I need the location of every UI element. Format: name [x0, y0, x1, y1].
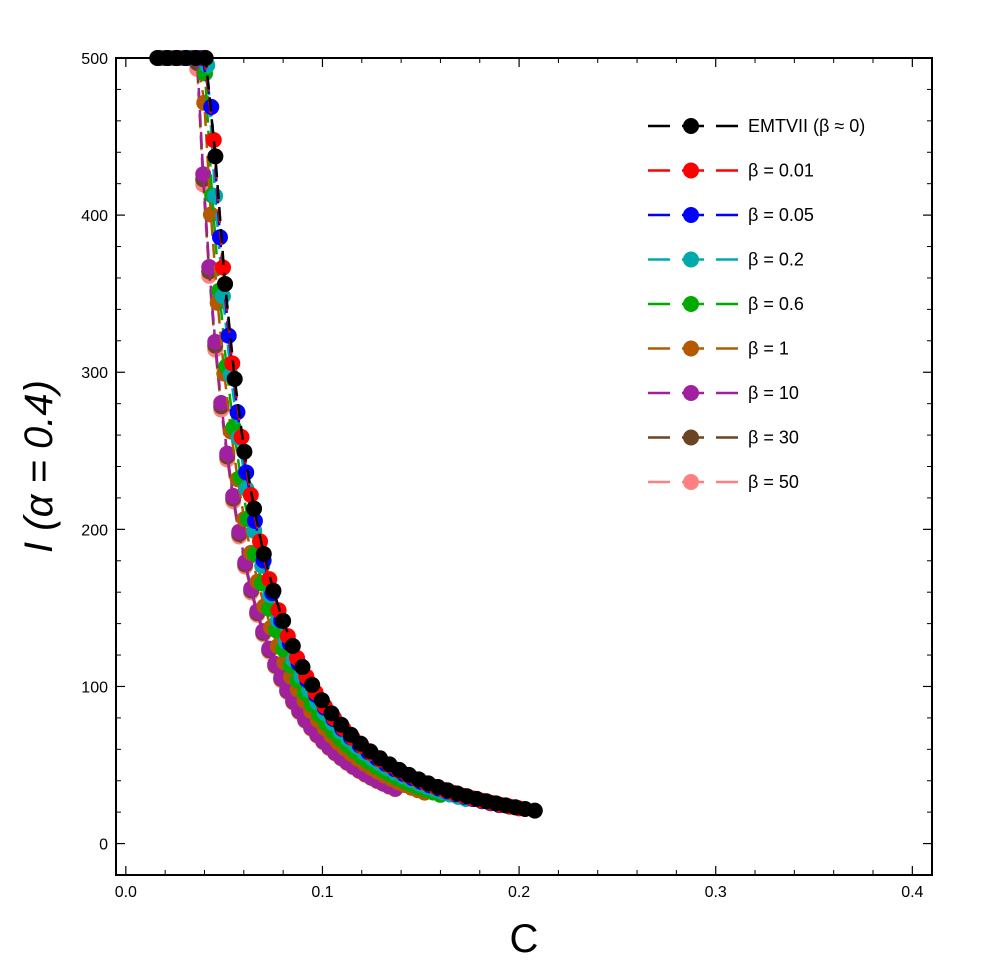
y-tick-label: 400 — [81, 208, 108, 225]
series — [153, 50, 404, 797]
legend-label: EMTVII (β ≈ 0) — [748, 116, 865, 136]
legend-label: β = 1 — [748, 339, 789, 359]
data-point — [236, 443, 253, 460]
data-point — [304, 676, 321, 693]
x-tick-label: 0.4 — [901, 884, 923, 901]
legend-label: β = 0.6 — [748, 294, 804, 314]
data-point — [217, 275, 234, 292]
data-point — [294, 659, 311, 676]
series — [156, 50, 433, 801]
data-point — [323, 705, 340, 722]
x-tick-label: 0.3 — [705, 884, 727, 901]
legend-entry: β = 0.01 — [648, 161, 814, 181]
data-point — [255, 546, 272, 563]
data-point — [313, 692, 330, 709]
series-layer — [149, 50, 543, 819]
legend-entry: EMTVII (β ≈ 0) — [648, 116, 865, 136]
x-tick-label: 0.2 — [508, 884, 530, 901]
legend-entry: β = 1 — [648, 339, 789, 359]
legend-marker — [683, 251, 699, 268]
data-point — [231, 523, 248, 540]
data-point — [215, 259, 232, 276]
x-axis-title: C — [510, 917, 539, 961]
y-tick-label: 500 — [81, 51, 108, 68]
y-tick-label: 300 — [81, 365, 108, 382]
y-tick-label: 100 — [81, 679, 108, 696]
data-point — [225, 487, 242, 504]
legend-entry: β = 0.2 — [648, 250, 804, 270]
data-point — [205, 131, 222, 148]
data-point — [213, 394, 230, 411]
x-tick-label: 0.0 — [115, 884, 137, 901]
y-tick-label: 0 — [99, 837, 108, 854]
data-point — [333, 716, 350, 733]
legend-label: β = 30 — [748, 428, 799, 448]
legend-marker — [683, 118, 699, 134]
data-point — [284, 637, 301, 654]
legend-marker — [683, 296, 699, 312]
y-tick-label: 200 — [81, 522, 108, 539]
data-point — [246, 500, 263, 517]
data-point — [220, 327, 237, 344]
legend-entry: β = 10 — [648, 383, 799, 403]
legend-entry: β = 0.05 — [648, 205, 814, 225]
legend-label: β = 50 — [748, 472, 799, 492]
legend: EMTVII (β ≈ 0) β = 0.01 β = 0.05 β = 0.2 β =… — [648, 116, 865, 492]
legend-label: β = 0.05 — [748, 205, 814, 225]
ticks-layer: 0.0 0.1 0.2 0.3 0.4 0 100 200 300 400 500 — [81, 51, 932, 901]
legend-marker — [683, 340, 699, 357]
legend-label: β = 0.2 — [748, 250, 804, 270]
data-point — [265, 582, 282, 599]
data-point — [226, 371, 243, 388]
legend-marker — [683, 474, 699, 490]
x-tick-label: 0.1 — [311, 884, 333, 901]
legend-label: β = 10 — [748, 383, 799, 403]
data-point — [526, 802, 543, 819]
legend-marker — [683, 385, 699, 401]
data-point — [201, 259, 218, 276]
data-point — [207, 148, 224, 165]
data-point — [219, 445, 236, 462]
legend-label: β = 0.01 — [748, 161, 814, 181]
legend-marker — [683, 207, 699, 223]
legend-marker — [683, 429, 699, 446]
data-point — [195, 166, 212, 183]
legend-marker — [683, 162, 699, 179]
data-point — [275, 612, 292, 629]
legend-entry: β = 30 — [648, 428, 799, 448]
legend-entry: β = 0.6 — [648, 294, 804, 314]
data-point — [207, 187, 224, 204]
legend-entry: β = 50 — [648, 472, 799, 492]
y-axis-title: I (α = 0.4) — [17, 380, 61, 553]
data-point — [207, 333, 224, 350]
